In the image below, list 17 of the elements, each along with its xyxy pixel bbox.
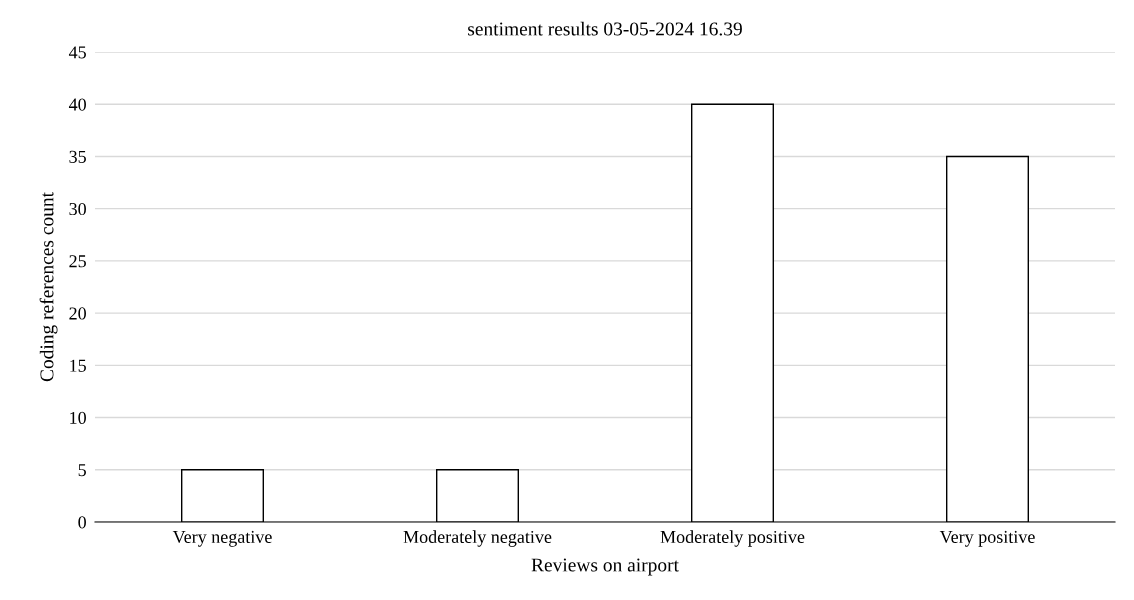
- x-tick-label: Very negative: [172, 530, 272, 547]
- y-tick-label: 45: [68, 46, 86, 59]
- x-axis-title: Reviews on airport: [531, 558, 679, 576]
- y-tick-label: 15: [70, 359, 86, 372]
- y-tick-label: 35: [69, 150, 86, 163]
- y-tick-label: 0: [78, 516, 86, 529]
- y-tick-label: 30: [69, 202, 86, 216]
- y-tick-label: 5: [78, 464, 86, 477]
- chart-title: sentiment results 03-05-2024 16.39: [468, 21, 742, 36]
- x-tick-label: Moderately negative: [403, 530, 552, 547]
- y-axis-title: Coding references count: [39, 192, 58, 382]
- y-tick-label: 10: [70, 411, 86, 424]
- x-tick-label: Moderately positive: [660, 530, 805, 547]
- y-tick-label: 40: [68, 98, 86, 111]
- x-tick-label: Very positive: [939, 530, 1035, 547]
- y-tick-label: 25: [69, 255, 86, 268]
- y-tick-label: 20: [69, 307, 86, 320]
